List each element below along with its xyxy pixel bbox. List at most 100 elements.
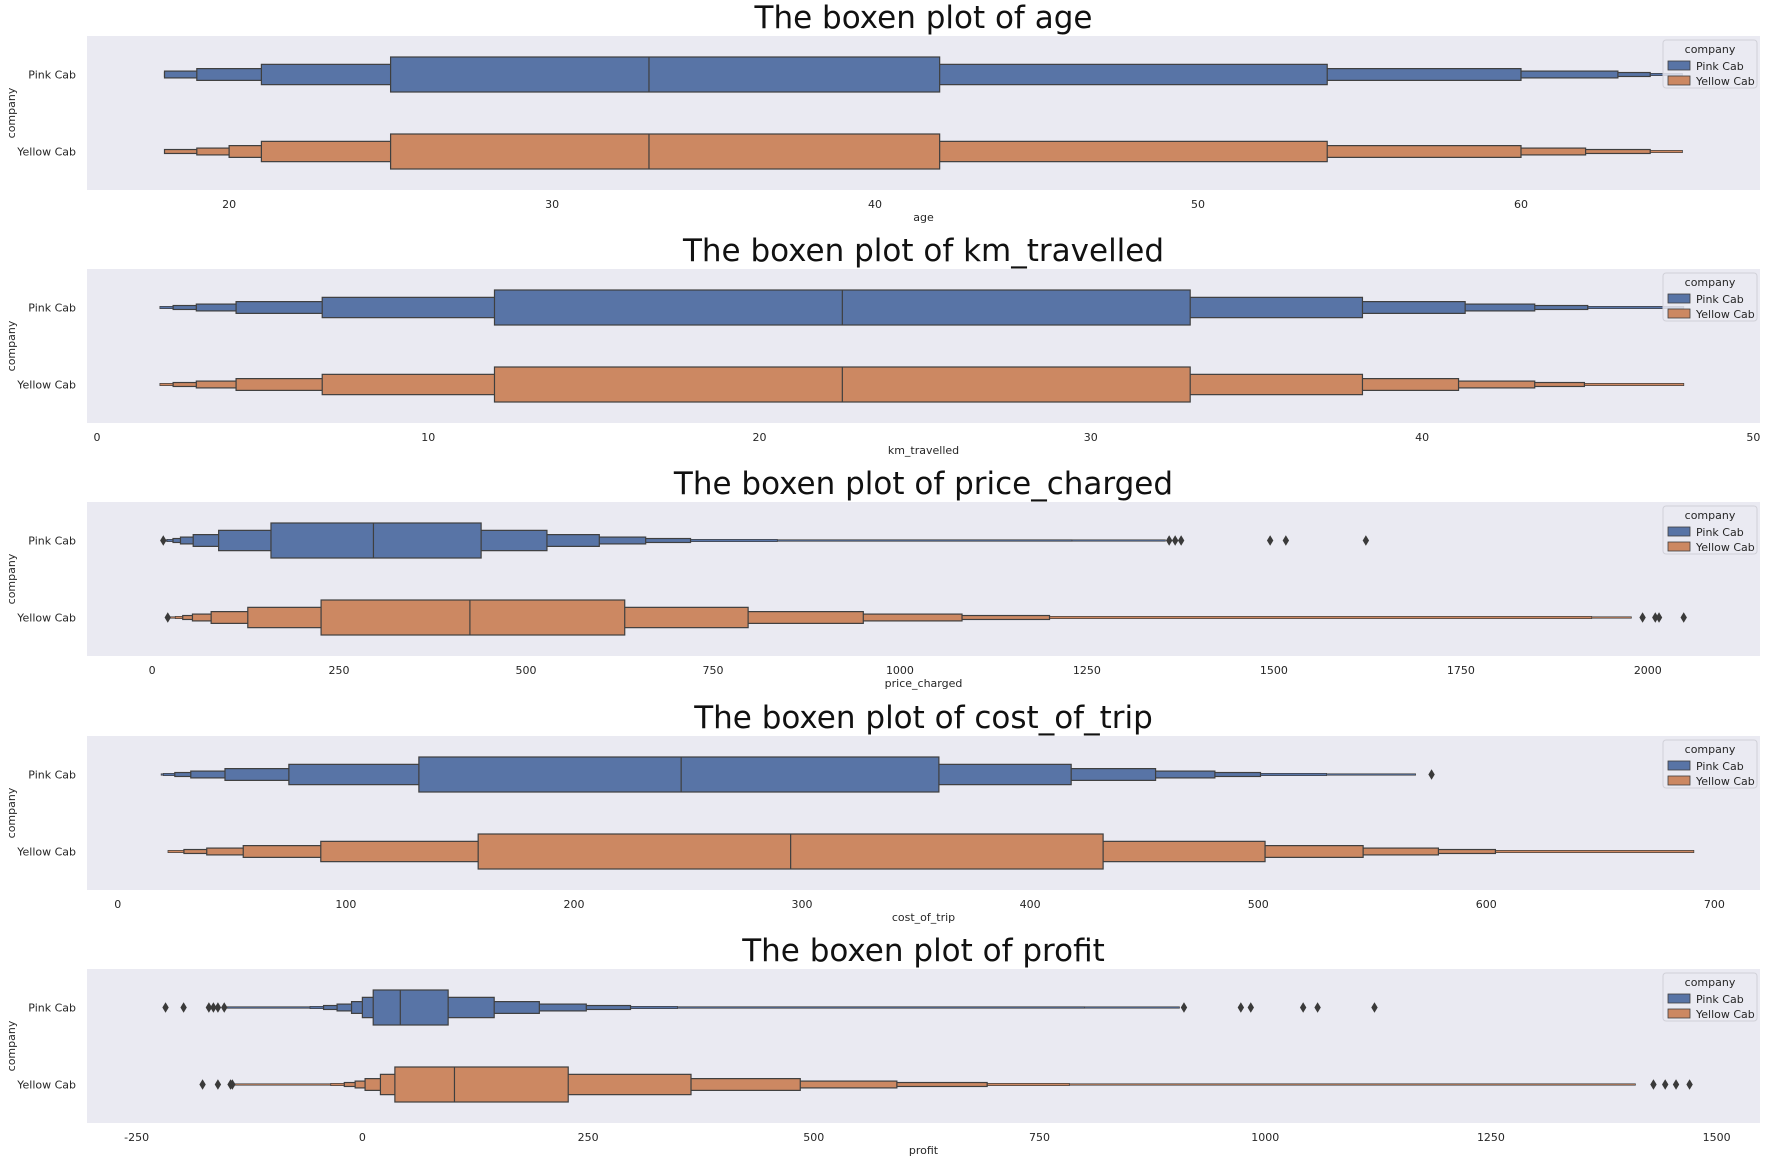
legend-title: company bbox=[1685, 743, 1736, 756]
legend-entry: Pink Cab bbox=[1696, 293, 1744, 306]
x-tick-label: 1250 bbox=[1477, 1131, 1505, 1144]
boxen-level-1 bbox=[418, 756, 940, 793]
x-tick-label: 250 bbox=[578, 1131, 599, 1144]
x-tick-label: 60 bbox=[1514, 198, 1528, 211]
y-tick-label: Pink Cab bbox=[28, 302, 76, 315]
y-tick-label: Yellow Cab bbox=[16, 846, 76, 859]
x-tick-label: 0 bbox=[149, 664, 156, 677]
y-tick-label: Pink Cab bbox=[28, 769, 76, 782]
y-axis-label: company bbox=[5, 1020, 18, 1071]
x-axis-label: age bbox=[913, 211, 934, 224]
x-tick-label: 30 bbox=[545, 198, 559, 211]
outlier-point bbox=[1428, 769, 1435, 780]
legend-swatch bbox=[1667, 60, 1691, 71]
outlier-point bbox=[229, 1079, 236, 1090]
y-tick-label: Pink Cab bbox=[28, 535, 76, 548]
outlier-point bbox=[205, 1002, 213, 1013]
legend: company Pink Cab Yellow Cab bbox=[1662, 972, 1758, 1022]
legend-swatch bbox=[1667, 293, 1691, 304]
outlier-point bbox=[160, 535, 167, 546]
legend-swatch bbox=[1667, 75, 1691, 86]
outlier-point bbox=[1177, 535, 1185, 546]
x-tick-label: 40 bbox=[1415, 431, 1429, 444]
boxen-level-1 bbox=[394, 1066, 569, 1103]
x-tick-label: 750 bbox=[1029, 1131, 1050, 1144]
panel-1: The boxen plot of age company Pink Cab Yell… bbox=[5, 0, 1760, 224]
legend-entry: Pink Cab bbox=[1696, 526, 1744, 539]
y-tick-label: Yellow Cab bbox=[16, 1079, 76, 1092]
chart-title: The boxen plot of price_charged bbox=[673, 466, 1173, 502]
axes-background bbox=[87, 969, 1760, 1123]
boxen-level-1 bbox=[372, 989, 449, 1026]
outlier-point bbox=[1661, 1079, 1669, 1090]
x-tick-label: 50 bbox=[1746, 431, 1760, 444]
x-tick-label: 0 bbox=[114, 898, 121, 911]
legend-swatch bbox=[1667, 526, 1691, 537]
x-tick-label: 1250 bbox=[1073, 664, 1101, 677]
x-tick-label: 1500 bbox=[1703, 1131, 1731, 1144]
outlier-point bbox=[164, 612, 171, 623]
legend-title: company bbox=[1685, 43, 1736, 56]
outlier-point bbox=[199, 1079, 206, 1090]
series-yellow-cab bbox=[199, 1066, 1693, 1103]
x-tick-label: 500 bbox=[803, 1131, 824, 1144]
legend: company Pink Cab Yellow Cab bbox=[1662, 505, 1758, 555]
series-yellow-cab bbox=[159, 366, 1685, 403]
x-tick-label: 1750 bbox=[1447, 664, 1475, 677]
x-tick-label: 250 bbox=[329, 664, 350, 677]
x-tick-label: 1500 bbox=[1260, 664, 1288, 677]
outlier-point bbox=[210, 1002, 217, 1013]
series-yellow-cab bbox=[164, 599, 1687, 636]
legend-entry: Yellow Cab bbox=[1695, 1008, 1755, 1021]
outlier-point bbox=[1672, 1079, 1680, 1090]
y-axis-label: company bbox=[5, 787, 18, 838]
x-tick-label: 700 bbox=[1704, 898, 1725, 911]
outlier-point bbox=[1371, 1002, 1378, 1013]
x-tick-label: 20 bbox=[222, 198, 236, 211]
legend-entry: Pink Cab bbox=[1696, 993, 1744, 1006]
y-tick-label: Pink Cab bbox=[28, 1002, 76, 1015]
y-tick-label: Yellow Cab bbox=[16, 612, 76, 625]
x-tick-label: 600 bbox=[1476, 898, 1497, 911]
legend-swatch bbox=[1667, 760, 1691, 771]
outlier-point bbox=[1650, 1079, 1657, 1090]
x-axis-label: km_travelled bbox=[888, 444, 959, 457]
outlier-point bbox=[214, 1079, 222, 1090]
legend-title: company bbox=[1685, 976, 1736, 989]
outlier-point bbox=[1180, 1002, 1188, 1013]
outlier-point bbox=[1686, 1079, 1693, 1090]
y-tick-label: Pink Cab bbox=[28, 69, 76, 82]
legend-entry: Yellow Cab bbox=[1695, 775, 1755, 788]
outlier-point bbox=[1639, 612, 1646, 623]
x-tick-label: 300 bbox=[792, 898, 813, 911]
outlier-point bbox=[1362, 535, 1370, 546]
x-tick-label: 20 bbox=[753, 431, 767, 444]
x-tick-label: 40 bbox=[868, 198, 882, 211]
panel-5: The boxen plot of profit company Pink Cab Y… bbox=[5, 933, 1760, 1157]
legend-title: company bbox=[1685, 276, 1736, 289]
series-pink-cab bbox=[159, 289, 1685, 326]
y-tick-label: Yellow Cab bbox=[16, 379, 76, 392]
outlier-point bbox=[1237, 1002, 1245, 1013]
x-tick-label: 50 bbox=[1191, 198, 1205, 211]
outlier-point bbox=[180, 1002, 187, 1013]
outlier-point bbox=[162, 1002, 169, 1013]
x-axis-label: profit bbox=[909, 1144, 939, 1157]
y-tick-label: Yellow Cab bbox=[16, 146, 76, 159]
series-yellow-cab bbox=[163, 133, 1683, 170]
legend-swatch bbox=[1667, 775, 1691, 786]
x-tick-label: 400 bbox=[1020, 898, 1041, 911]
legend-swatch bbox=[1667, 1008, 1691, 1019]
panel-3: The boxen plot of price_charged company Pi… bbox=[5, 466, 1760, 690]
x-tick-label: 0 bbox=[359, 1131, 366, 1144]
x-tick-label: 200 bbox=[563, 898, 584, 911]
chart-title: The boxen plot of cost_of_trip bbox=[693, 700, 1153, 736]
y-axis-label: company bbox=[5, 320, 18, 371]
outlier-point bbox=[1247, 1002, 1254, 1013]
outlier-point bbox=[1314, 1002, 1321, 1013]
outlier-point bbox=[1266, 535, 1274, 546]
legend-entry: Yellow Cab bbox=[1695, 308, 1755, 321]
